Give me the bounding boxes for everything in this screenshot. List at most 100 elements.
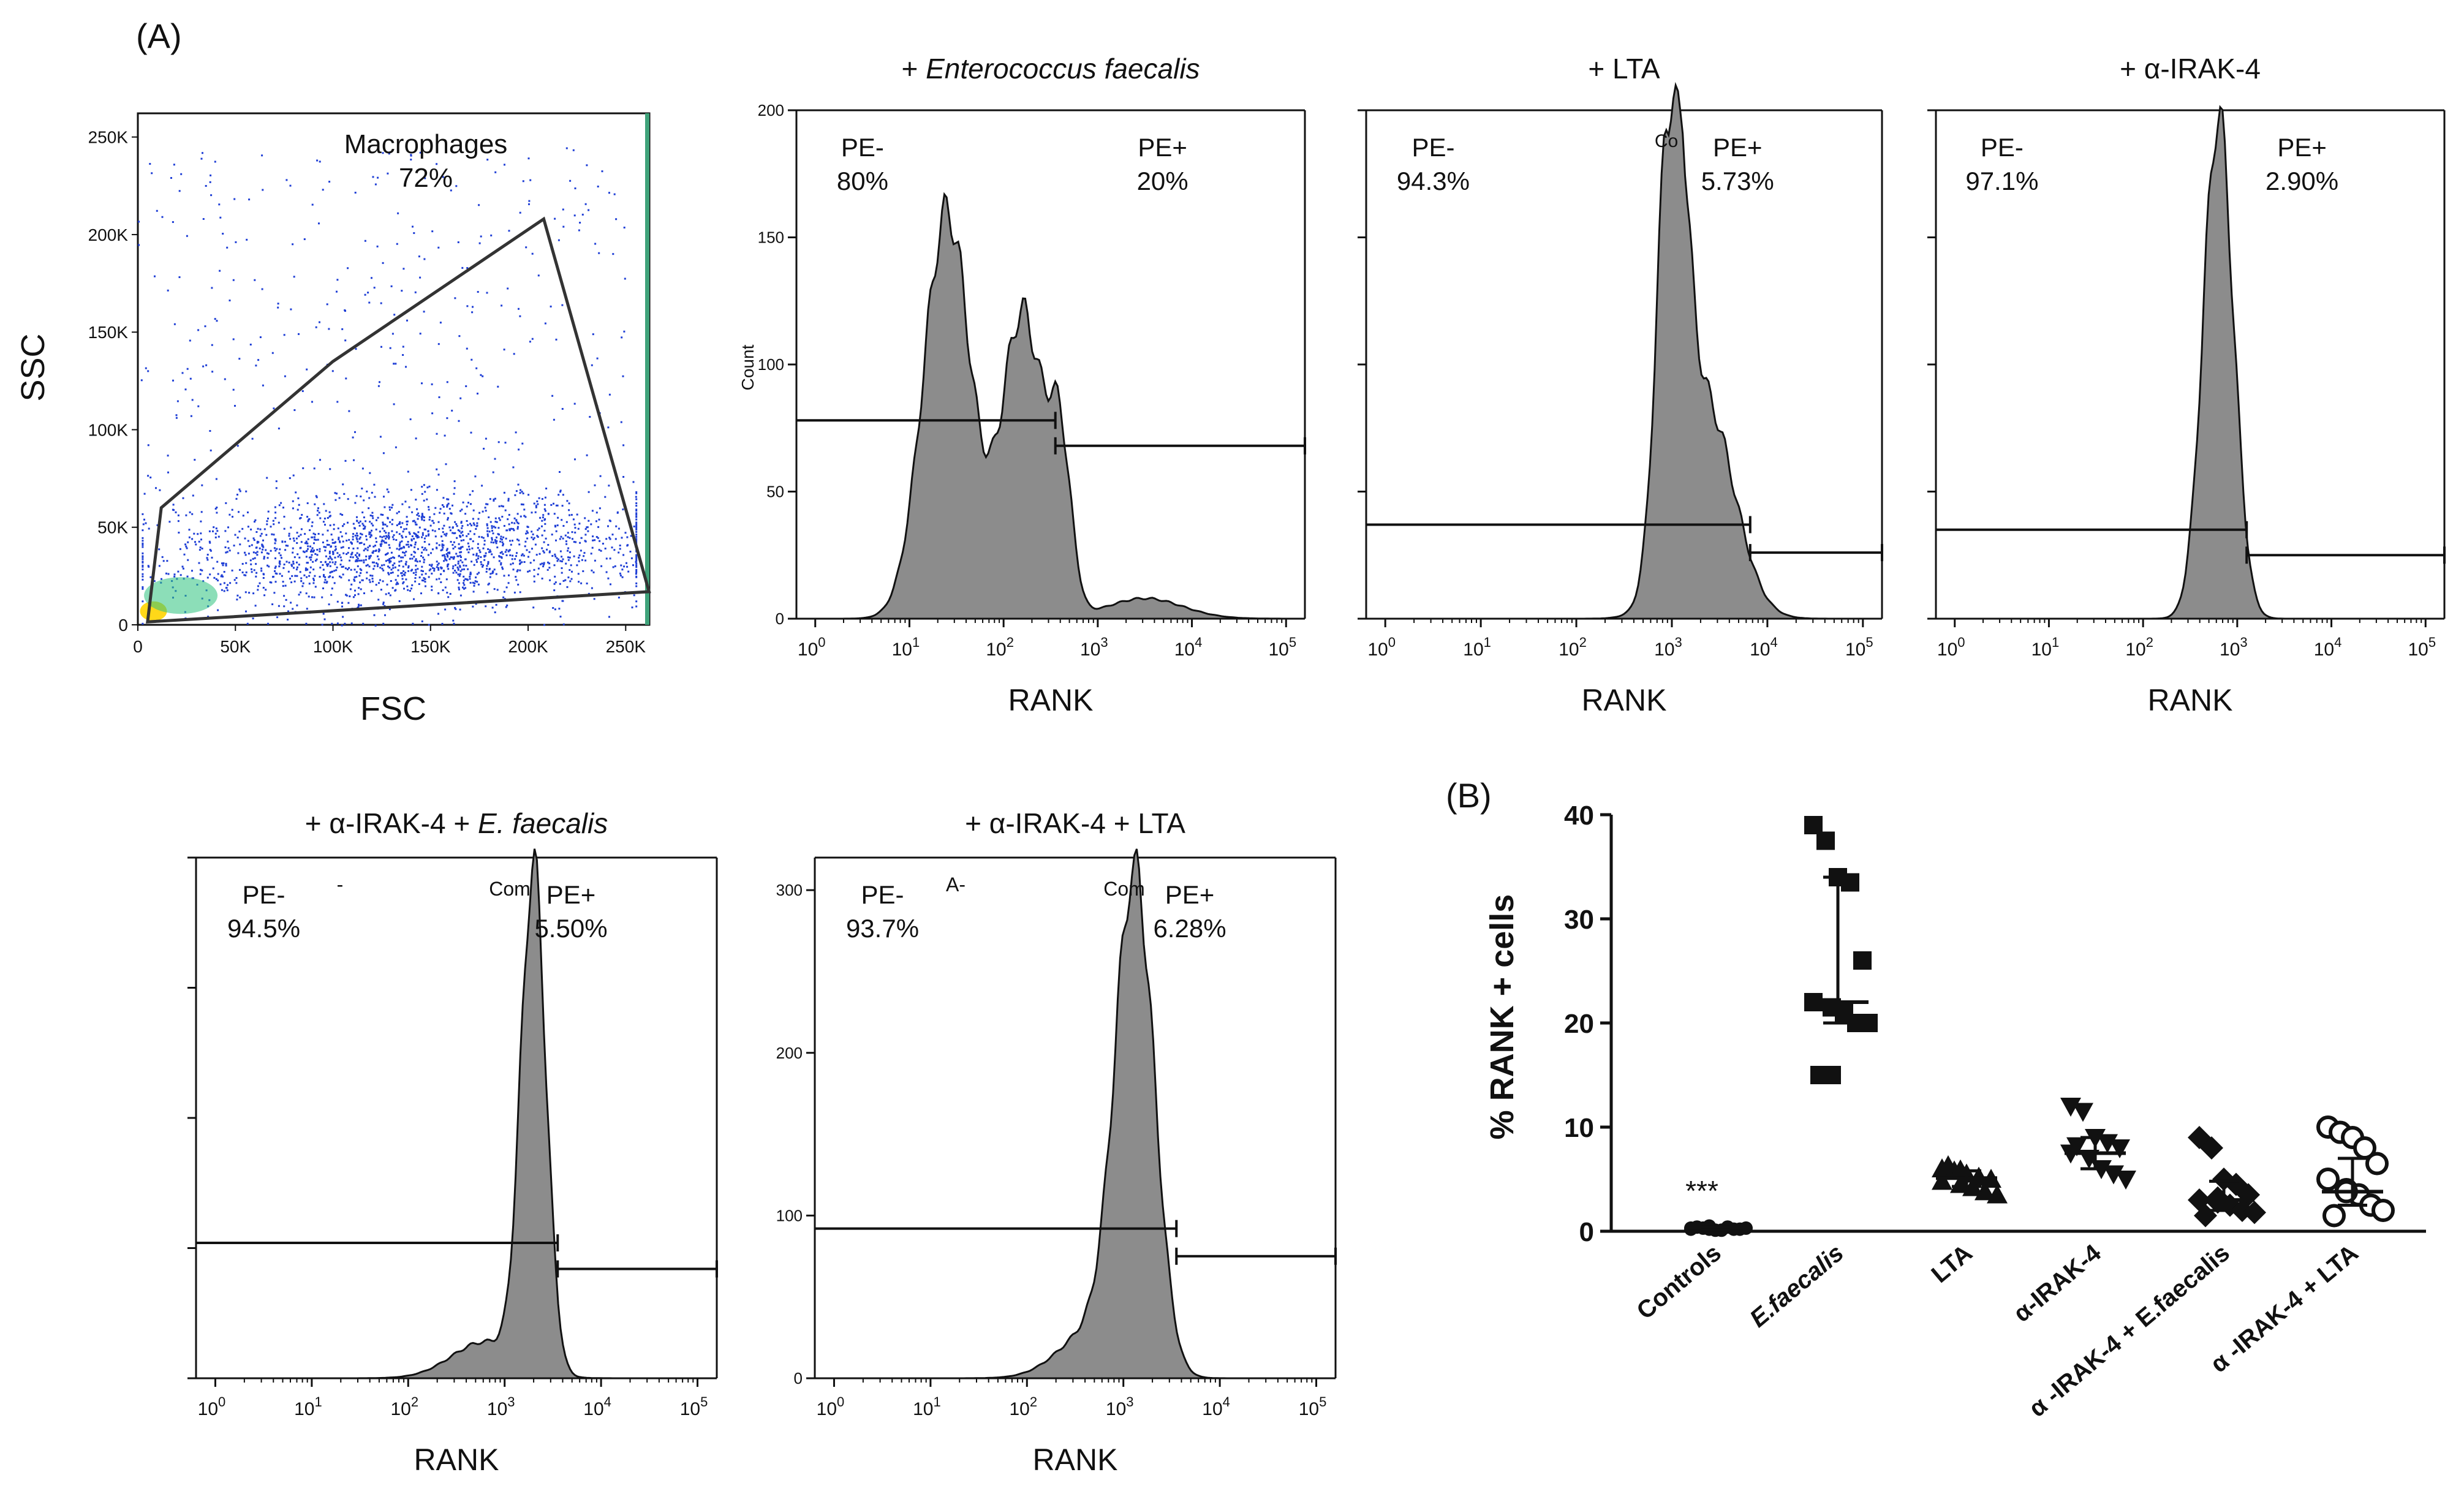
hist-x-tick-label: 104 bbox=[1174, 635, 1203, 660]
hist-title-prefix: + bbox=[901, 53, 926, 85]
hist-y-tick-label: 200 bbox=[758, 101, 784, 119]
pe-pos-value: 20% bbox=[1137, 167, 1189, 195]
scatter-x-axis-label: FSC bbox=[360, 690, 426, 727]
scatter-x-tick-label: 100K bbox=[313, 637, 353, 656]
scatter-dot-cloud bbox=[138, 147, 638, 627]
tick-exponent: 3 bbox=[1126, 1394, 1133, 1410]
tick-exponent: 0 bbox=[1388, 635, 1396, 650]
hist-x-tick-label: 103 bbox=[1654, 635, 1682, 660]
hist-x-tick-label: 101 bbox=[913, 1394, 941, 1419]
marker-square bbox=[1853, 951, 1872, 970]
stray-label: - bbox=[337, 874, 344, 896]
hist-x-tick-label: 100 bbox=[817, 1394, 845, 1419]
tick-base: 10 bbox=[198, 1399, 218, 1419]
dotplot-y-tick-label: 30 bbox=[1564, 905, 1594, 935]
tick-exponent: 0 bbox=[818, 635, 825, 650]
hist-x-tick-label: 105 bbox=[1268, 635, 1296, 660]
scatter-x-tick-label: 200K bbox=[508, 637, 548, 656]
marker-triangle-up bbox=[1987, 1184, 2008, 1204]
tick-exponent: 5 bbox=[2428, 635, 2436, 650]
hist-title: + LTA bbox=[1588, 53, 1660, 85]
tick-base: 10 bbox=[913, 1399, 933, 1419]
tick-base: 10 bbox=[1654, 640, 1674, 660]
tick-exponent: 4 bbox=[604, 1394, 611, 1410]
tick-exponent: 1 bbox=[314, 1394, 322, 1410]
tick-base: 10 bbox=[1559, 640, 1579, 660]
hist-x-tick-label: 102 bbox=[390, 1394, 418, 1419]
hist-y-tick-label: 0 bbox=[776, 609, 784, 628]
tick-base: 10 bbox=[892, 640, 912, 660]
hist-x-tick-label: 103 bbox=[487, 1394, 515, 1419]
pe-neg-value: 80% bbox=[837, 167, 888, 195]
hist-x-tick-label: 101 bbox=[294, 1394, 322, 1419]
hist-x-tick-label: 105 bbox=[680, 1394, 708, 1419]
stray-label: Com bbox=[489, 878, 531, 900]
dotplot-y-tick-label: 10 bbox=[1564, 1113, 1594, 1143]
tick-base: 10 bbox=[1463, 640, 1483, 660]
hist-y-tick-label: 300 bbox=[776, 881, 803, 899]
marker-triangle-down bbox=[2115, 1171, 2136, 1190]
pe-neg-label: PE- bbox=[841, 133, 884, 162]
scatter-y-ticks: 0 50K 100K 150K 200K 250K bbox=[88, 128, 138, 635]
tick-exponent: 5 bbox=[700, 1394, 708, 1410]
tick-base: 10 bbox=[680, 1399, 700, 1419]
tick-exponent: 1 bbox=[2052, 635, 2059, 650]
tick-base: 10 bbox=[1106, 1399, 1126, 1419]
tick-base: 10 bbox=[1299, 1399, 1319, 1419]
scatter-y-tick-label: 250K bbox=[88, 128, 129, 147]
tick-base: 10 bbox=[2031, 640, 2052, 660]
hist-x-tick-label: 104 bbox=[1750, 635, 1778, 660]
hist-x-tick-label: 101 bbox=[1463, 635, 1491, 660]
group-5: α -IRAK-4 + LTA bbox=[2205, 1115, 2395, 1378]
hist-x-axis-label: RANK bbox=[1008, 683, 1094, 717]
gate-name-label: Macrophages bbox=[344, 129, 508, 159]
marker-square bbox=[1823, 1066, 1841, 1084]
pe-pos-label: PE+ bbox=[2277, 133, 2327, 162]
macrophage-gate bbox=[146, 216, 651, 624]
hist-y-tick-label: 100 bbox=[758, 355, 784, 374]
scatter-y-tick-label: 200K bbox=[88, 225, 129, 244]
group-0: Controls bbox=[1632, 1219, 1753, 1325]
pe-neg-label: PE- bbox=[1981, 133, 2024, 162]
pe-pos-value: 2.90% bbox=[2266, 167, 2338, 195]
hist-x-tick-label: 102 bbox=[1559, 635, 1587, 660]
dotplot-y-axis-label: % RANK + cells bbox=[1484, 894, 1521, 1140]
stray-label: A- bbox=[946, 874, 966, 896]
tick-base: 10 bbox=[583, 1399, 603, 1419]
scatter-y-tick-label: 100K bbox=[88, 420, 129, 439]
pe-neg-value: 97.1% bbox=[1965, 167, 2038, 195]
category-label: E.faecalis bbox=[1745, 1239, 1849, 1332]
stray-label: Com bbox=[1103, 878, 1145, 900]
tick-base: 10 bbox=[2408, 640, 2428, 660]
hist-x-tick-label: 100 bbox=[1937, 635, 1965, 660]
tick-exponent: 2 bbox=[1007, 635, 1014, 650]
pe-pos-value: 5.50% bbox=[534, 914, 607, 943]
hist-x-tick-label: 104 bbox=[2314, 635, 2342, 660]
hist-area-hist_ef bbox=[796, 192, 1305, 620]
group-2: LTA bbox=[1926, 1155, 2008, 1288]
scatter-y-axis-label: SSC bbox=[15, 333, 51, 401]
panel-b-label: (B) bbox=[1446, 776, 1492, 815]
marker-square bbox=[1859, 1014, 1878, 1032]
dotplot-y-ticks: 0 10 20 30 40 bbox=[1564, 801, 1611, 1247]
pe-neg-value: 93.7% bbox=[846, 914, 919, 943]
hist-x-tick-label: 104 bbox=[1202, 1394, 1230, 1419]
pe-neg-label: PE- bbox=[242, 880, 285, 909]
tick-base: 10 bbox=[2125, 640, 2145, 660]
tick-base: 10 bbox=[1174, 640, 1195, 660]
scatter-y-tick-label: 150K bbox=[88, 323, 129, 342]
pe-pos-label: PE+ bbox=[546, 880, 596, 909]
marker-circle bbox=[1739, 1221, 1753, 1235]
marker-open-circle bbox=[2371, 1199, 2395, 1222]
marker-triangle-up bbox=[1975, 1181, 1995, 1201]
stray-label: Co bbox=[1655, 131, 1678, 151]
tick-base: 10 bbox=[390, 1399, 410, 1419]
marker-square bbox=[1804, 816, 1823, 834]
hist-y-tick-label: 50 bbox=[766, 483, 784, 501]
hist-title-organism: Enterococcus faecalis bbox=[926, 53, 1200, 85]
hist-x-tick-label: 101 bbox=[2031, 635, 2060, 660]
hist-title: + α-IRAK-4 bbox=[2120, 53, 2261, 85]
